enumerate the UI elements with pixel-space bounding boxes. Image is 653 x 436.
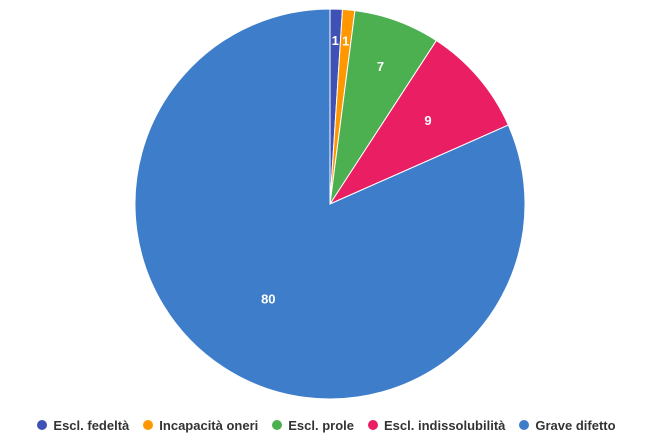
data-label-2: 1 xyxy=(342,34,349,49)
slices-group xyxy=(134,8,526,400)
legend-marker-icon xyxy=(272,420,283,430)
data-label-4: 9 xyxy=(424,113,431,128)
data-labels-group: 1 1 7 9 80 xyxy=(261,33,432,306)
legend-item-5: Grave difetto xyxy=(519,417,616,433)
legend-label: Incapacità oneri xyxy=(159,417,259,433)
legend-item-4: Escl. indissolubilità xyxy=(368,418,505,433)
legend-label: Grave difetto xyxy=(535,417,616,433)
data-label-1: 1 xyxy=(332,33,339,48)
legend-label: Escl. fedeltà xyxy=(53,417,130,433)
legend-item-3: Escl. prole xyxy=(272,418,354,433)
legend-marker-icon xyxy=(519,420,530,430)
data-label-5: 80 xyxy=(261,291,275,306)
legend-label: Escl. indissolubilità xyxy=(384,417,506,433)
legend: Escl. fedeltà Incapacità oneri Escl. prole… xyxy=(0,414,653,436)
data-label-3: 7 xyxy=(377,59,384,74)
legend-item-1: Escl. fedeltà xyxy=(37,418,129,433)
pie-slice-5 xyxy=(134,8,526,400)
legend-marker-icon xyxy=(37,420,48,430)
legend-label: Escl. prole xyxy=(288,417,355,433)
legend-marker-icon xyxy=(143,420,154,430)
legend-marker-icon xyxy=(368,420,379,430)
legend-item-2: Incapacità oneri xyxy=(143,418,258,433)
pie-slice-4 xyxy=(328,39,509,206)
pie-chart-plot: 1 1 7 9 80 xyxy=(134,8,526,400)
